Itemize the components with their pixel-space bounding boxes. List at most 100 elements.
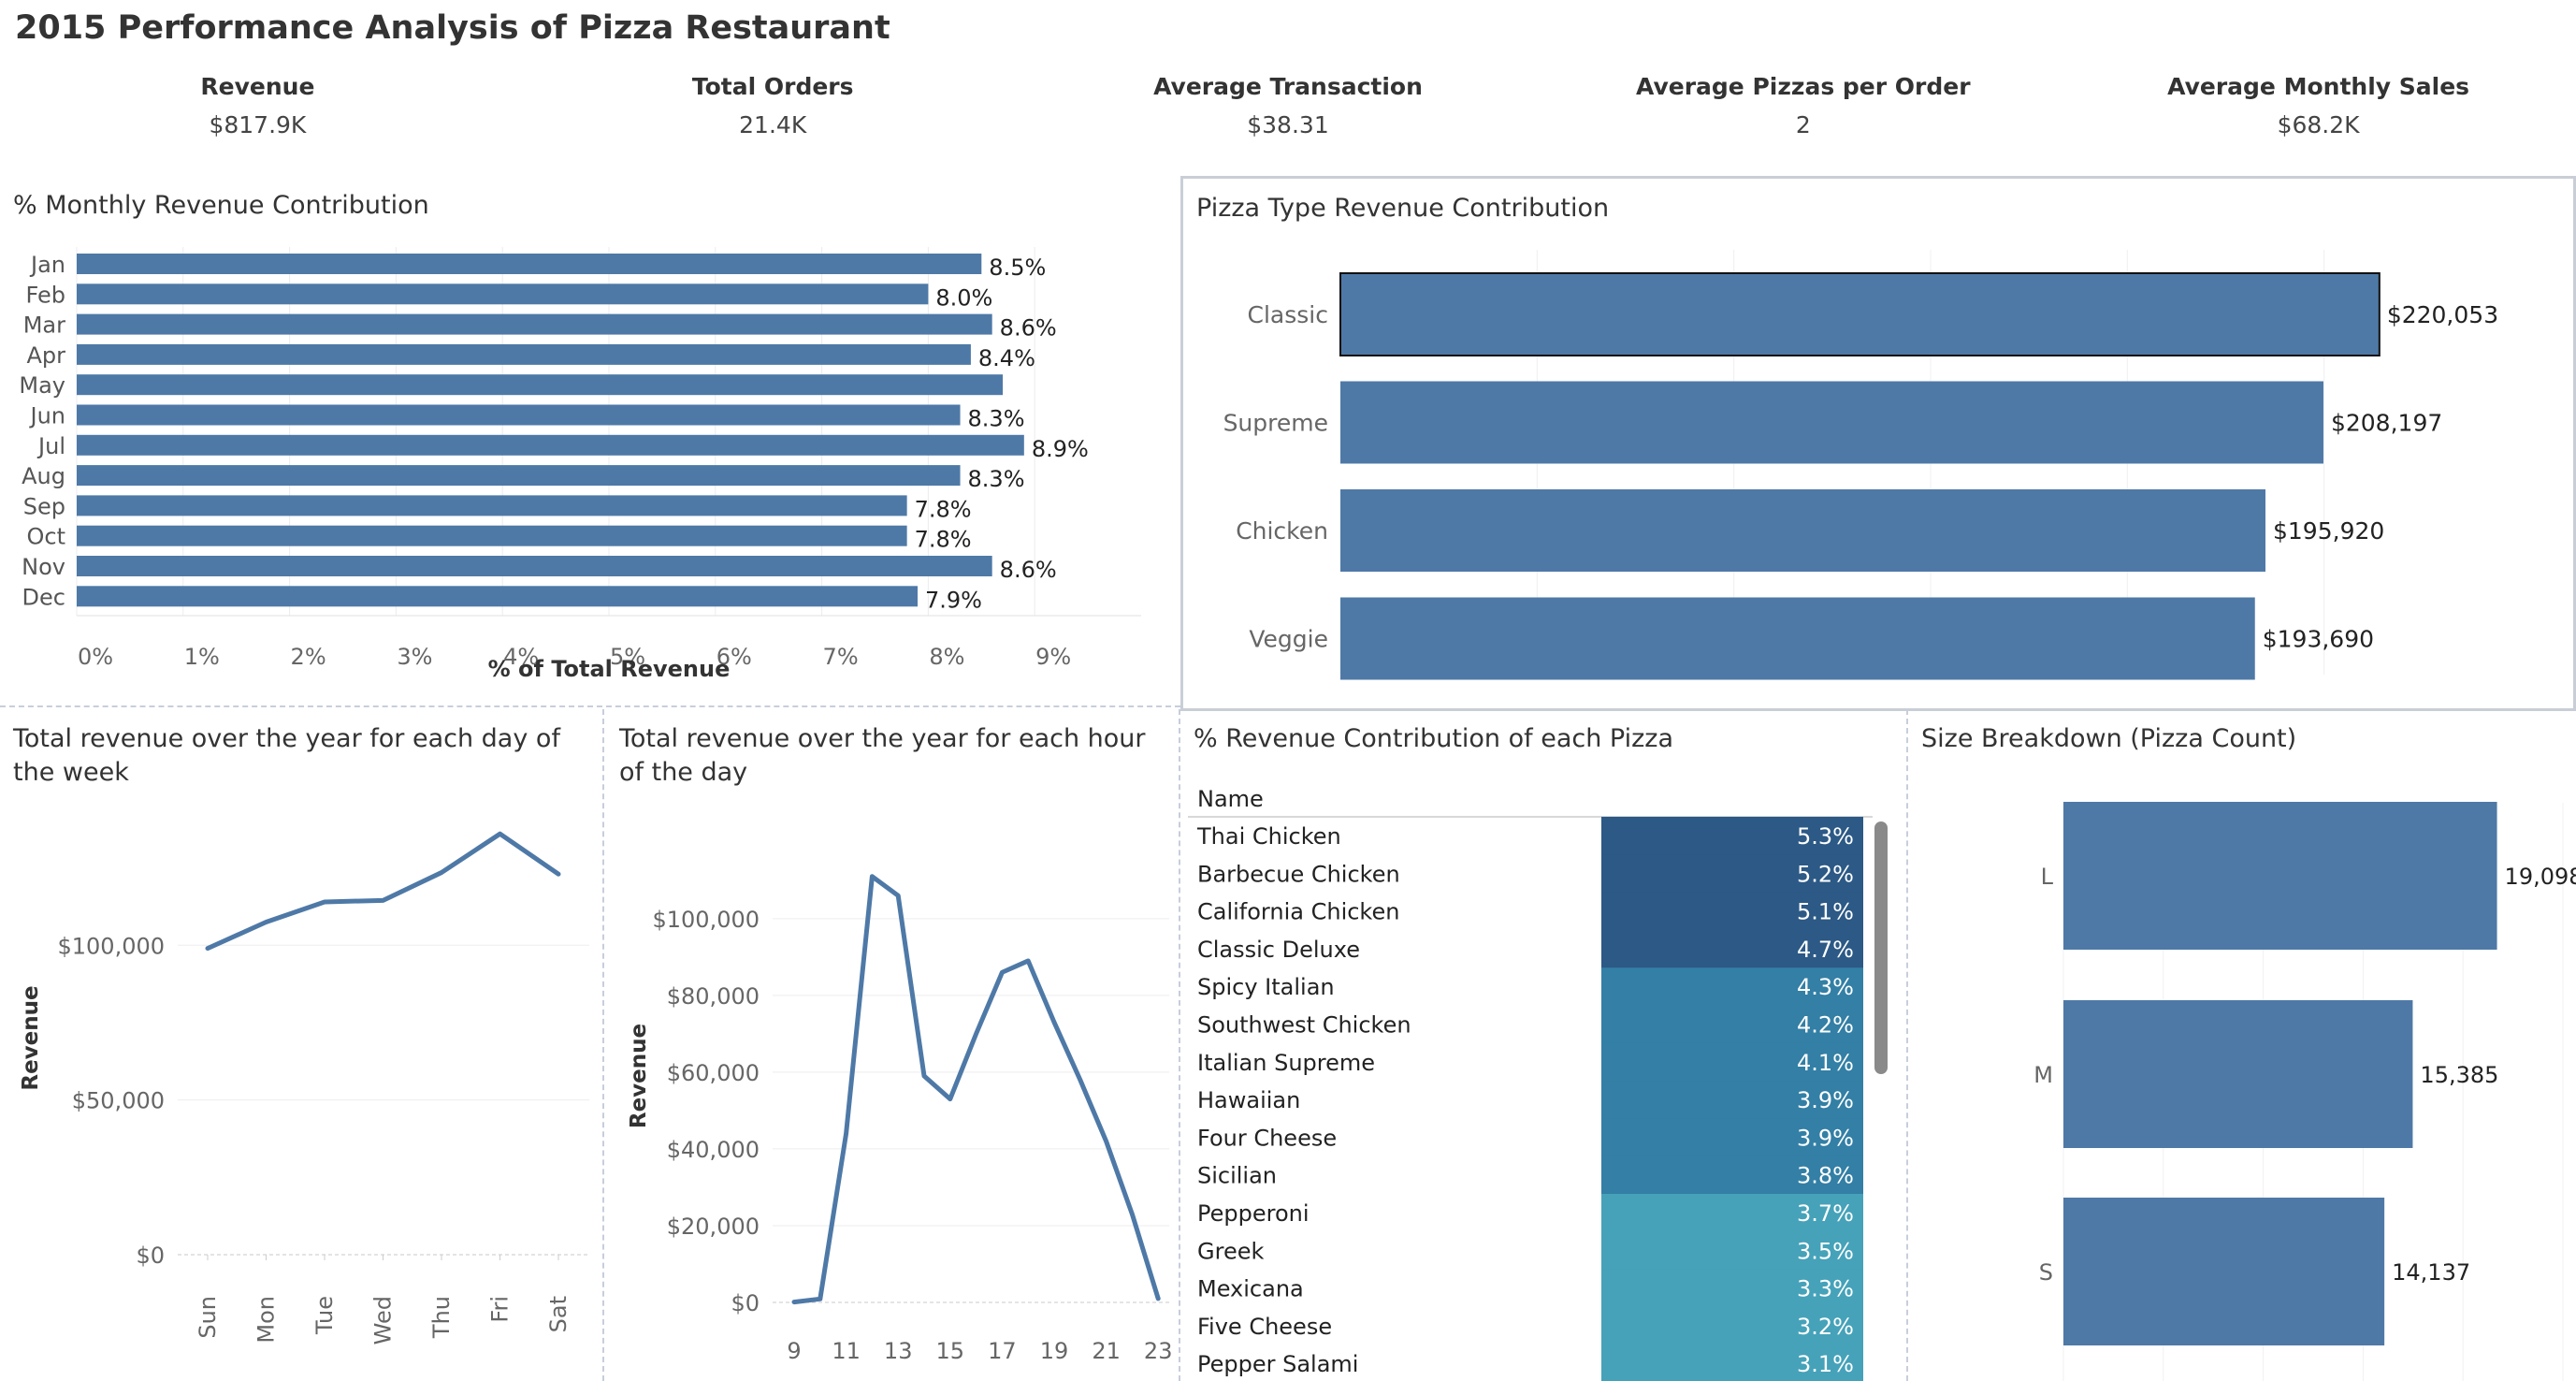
x-tick-label: 0%	[78, 644, 113, 670]
data-label: 8.6%	[1000, 557, 1057, 583]
x-tick-label: 7%	[823, 644, 859, 670]
y-tick-label: Jan	[29, 252, 65, 278]
data-label: 8.5%	[989, 254, 1046, 281]
monthly-revenue-chart[interactable]: 0% 1% 2% 3% 4% 5% 6% 7% 8% 9% % of Total Revenue Ja…	[0, 176, 1180, 707]
data-label: $208,197	[2331, 410, 2442, 437]
heat-cell	[1601, 1194, 1863, 1232]
y-tick-label: Oct	[27, 524, 66, 550]
x-tick-label: 11	[832, 1338, 861, 1364]
hour-of-day-panel[interactable]: Total revenue over the year for each hou…	[604, 709, 1180, 1381]
day-of-week-chart[interactable]: $0 $50,000 $100,000 Revenue Sun Mon Tue Wed Thu F…	[0, 709, 602, 1381]
data-label: 8.6%	[1000, 315, 1057, 342]
pizza-name: Sicilian	[1197, 1163, 1277, 1189]
heat-cell	[1601, 892, 1863, 931]
data-point	[1130, 1213, 1134, 1216]
data-label: $193,690	[2263, 626, 2374, 653]
heat-cell	[1601, 967, 1863, 1006]
size-breakdown-chart[interactable]: L 19,098 M 15,385 S 14,137	[1908, 709, 2576, 1381]
y-tick-label: Sep	[23, 493, 65, 519]
hour-of-day-chart[interactable]: $0 $20,000 $40,000 $60,000 $80,000 $100,000 Re…	[604, 709, 1179, 1381]
kpi-revenue: Revenue $817.9K	[0, 73, 515, 148]
x-tick-label: 9%	[1035, 644, 1071, 670]
pizza-name: Italian Supreme	[1197, 1050, 1375, 1076]
bar	[1340, 597, 2255, 680]
pizza-type-panel[interactable]: Pizza Type Revenue Contribution Classic $…	[1180, 176, 2576, 711]
data-point	[948, 1098, 952, 1101]
panel-title: Total revenue over the year for each day…	[13, 724, 560, 787]
column-header-name[interactable]: Name	[1197, 786, 1264, 812]
size-breakdown-panel[interactable]: Size Breakdown (Pizza Count) L 19,098 M 15,…	[1908, 709, 2576, 1381]
bar	[77, 434, 1024, 456]
kpi-value: $38.31	[1247, 111, 1329, 138]
data-point	[818, 1297, 822, 1301]
pizza-name: Pepper Salami	[1197, 1351, 1358, 1377]
data-point	[206, 947, 210, 951]
y-axis-title: Revenue	[627, 1024, 651, 1128]
y-tick-label: $20,000	[667, 1214, 760, 1240]
pizza-name: Barbecue Chicken	[1197, 861, 1400, 887]
y-tick-label: $60,000	[667, 1060, 760, 1086]
heat-value: 3.1%	[1797, 1351, 1854, 1377]
x-tick-label: Sun	[195, 1296, 221, 1339]
x-tick-label: 8%	[929, 644, 964, 670]
panel-title: Total revenue over the year for each hou…	[619, 724, 1146, 787]
kpi-average-pizzas-per-order: Average Pizzas per Order 2	[1545, 73, 2061, 148]
x-tick-label: Thu	[428, 1296, 455, 1339]
bar	[2063, 1198, 2385, 1345]
day-of-week-panel[interactable]: Total revenue over the year for each day…	[0, 709, 604, 1381]
panel-title: % Revenue Contribution of each Pizza	[1194, 724, 1674, 753]
y-tick-label: Chicken	[1236, 517, 1328, 545]
kpi-label: Total Orders	[691, 73, 854, 100]
data-label: 14,137	[2392, 1259, 2470, 1286]
x-tick-label: 21	[1092, 1338, 1121, 1364]
kpi-total-orders: Total Orders 21.4K	[515, 73, 1031, 148]
x-tick-label: 19	[1040, 1338, 1069, 1364]
pizza-contribution-panel[interactable]: % Revenue Contribution of each Pizza Nam…	[1180, 709, 1908, 1381]
y-tick-label: $50,000	[72, 1088, 165, 1114]
data-point	[975, 1032, 978, 1036]
heat-cell	[1601, 1081, 1863, 1119]
heat-value: 5.2%	[1797, 861, 1854, 887]
bar	[77, 556, 992, 576]
data-point	[1052, 1021, 1056, 1025]
pizza-heat-table[interactable]: Thai Chicken 5.3% Barbecue Chicken 5.2% Cali…	[1180, 709, 1906, 1381]
pizza-type-chart[interactable]: Classic $220,053 Supreme $208,197 Chicken $19…	[1183, 179, 2573, 708]
pizza-name: Southwest Chicken	[1197, 1012, 1411, 1039]
kpi-value: 21.4K	[739, 111, 807, 138]
data-label: 7.9%	[925, 587, 982, 613]
bar	[1340, 489, 2266, 572]
heat-value: 4.7%	[1797, 937, 1854, 963]
pizza-name: Thai Chicken	[1196, 823, 1341, 850]
data-label: $195,920	[2273, 517, 2384, 545]
panel-title: Pizza Type Revenue Contribution	[1196, 194, 1610, 223]
data-point	[1105, 1140, 1108, 1143]
heat-value: 3.9%	[1797, 1087, 1854, 1113]
y-tick-label: Classic	[1248, 301, 1328, 328]
data-point	[1026, 959, 1030, 963]
x-tick-label: 4%	[503, 644, 539, 670]
data-label: 8.3%	[968, 466, 1025, 492]
data-point	[1000, 970, 1004, 974]
x-tick-label: Tue	[311, 1296, 338, 1335]
bar	[77, 586, 919, 607]
heat-value: 3.8%	[1797, 1163, 1854, 1189]
data-point	[499, 832, 501, 836]
scrollbar[interactable]	[1874, 821, 1888, 1074]
pizza-name: Hawaiian	[1197, 1087, 1300, 1113]
kpi-label: Average Monthly Sales	[2167, 73, 2470, 100]
pizza-name: Spicy Italian	[1197, 974, 1335, 1000]
kpi-value: 2	[1795, 111, 1811, 138]
y-tick-label: Jun	[29, 403, 66, 429]
y-tick-label: $80,000	[667, 983, 760, 1010]
data-point	[1156, 1297, 1160, 1301]
x-tick-label: 1%	[184, 644, 220, 670]
data-point	[382, 898, 384, 902]
monthly-revenue-panel[interactable]: % Monthly Revenue Contribution 0% 1% 2% 3% 4…	[0, 176, 1180, 707]
data-point	[896, 894, 900, 897]
pizza-name: Pepperoni	[1197, 1200, 1310, 1227]
x-tick-label: 2%	[291, 644, 326, 670]
pizza-name: Four Cheese	[1197, 1125, 1337, 1151]
bar	[77, 465, 961, 487]
data-label: 8.9%	[1032, 436, 1089, 462]
pizza-name: California Chicken	[1197, 899, 1399, 925]
